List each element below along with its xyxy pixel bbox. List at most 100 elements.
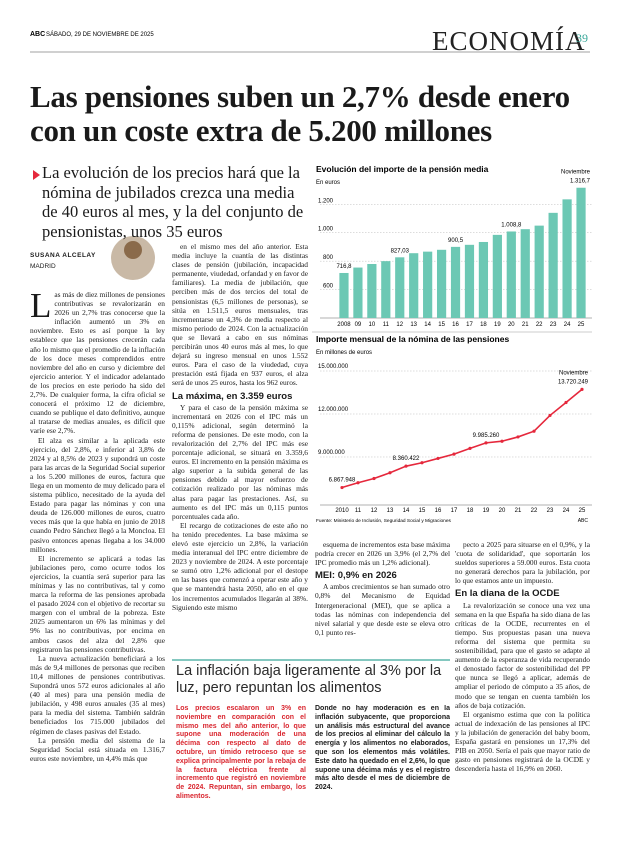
value-label: 8.360.422 [393, 456, 420, 462]
point [484, 441, 488, 445]
bar [576, 187, 586, 318]
point [452, 452, 456, 456]
bar [548, 212, 558, 318]
paragraph: Las más de diez millones de pensiones co… [30, 290, 165, 436]
y-tick-label: 12.000.000 [318, 407, 349, 413]
value-label: 900,5 [448, 238, 464, 244]
x-tick-label: 21 [522, 322, 529, 328]
bar [353, 267, 363, 318]
x-tick-label: 14 [424, 322, 431, 328]
point [548, 413, 552, 418]
x-tick-label: 16 [435, 508, 442, 514]
headline: Las pensiones suben un 2,7% desde enero … [30, 79, 570, 148]
paragraph: en el mismo mes del año anterior. Esta m… [172, 242, 308, 388]
paragraph: La pensión media del sistema de la Segur… [30, 735, 165, 763]
bar [395, 257, 405, 318]
paragraph: pecto a 2025 para situarse en el 0,9%, y… [455, 540, 590, 586]
x-tick-label: 20 [499, 508, 506, 514]
line-series [341, 388, 583, 489]
point [580, 387, 584, 391]
point [436, 456, 440, 461]
x-tick-label: 12 [371, 508, 378, 514]
value-label: 716,8 [336, 264, 352, 270]
x-tick-label: 22 [531, 508, 538, 514]
x-tick-label: 12 [396, 322, 403, 328]
x-tick-label: 18 [480, 322, 487, 328]
y-tick-label: 1.000 [318, 227, 334, 233]
point [532, 429, 536, 433]
paragraph: La nueva actualización beneficiará a los… [30, 653, 165, 736]
x-tick-label: 16 [452, 322, 459, 328]
x-tick-label: 11 [383, 322, 390, 328]
value-label: 827,03 [391, 248, 410, 254]
point [516, 435, 520, 439]
page-number: 39 [576, 31, 588, 45]
x-tick-label: 15 [438, 322, 445, 328]
x-tick-label: 22 [536, 322, 543, 328]
x-tick-label: 15 [419, 508, 426, 514]
place: MADRID [30, 263, 56, 270]
text-column: Las más de diez millones de pensiones co… [30, 290, 165, 842]
x-tick-label: 13 [410, 322, 417, 328]
point [468, 446, 472, 450]
bar [562, 199, 572, 318]
x-tick-label: 25 [579, 508, 586, 514]
value-label: 1.008,8 [501, 222, 522, 228]
y-tick-label: 800 [323, 255, 334, 261]
paragraph: Y para el caso de la pensión máxima se i… [172, 402, 308, 521]
bar [534, 225, 544, 318]
x-tick-label: 24 [563, 508, 570, 514]
annotation: Noviembre [559, 370, 589, 376]
bar [436, 249, 447, 318]
credit: ABC [578, 518, 589, 524]
point [388, 471, 392, 475]
box-column: Donde no hay moderación es en la inflaci… [315, 705, 450, 845]
x-tick-label: 21 [515, 508, 522, 514]
bar [478, 241, 489, 318]
value-label: 13.720.249 [558, 379, 589, 385]
x-tick-label: 13 [387, 508, 394, 514]
x-tick-label: 19 [483, 508, 490, 514]
x-tick-label: 17 [451, 508, 458, 514]
value-label: 1.316,7 [570, 179, 591, 185]
author-photo-head [124, 241, 142, 259]
x-tick-label: 19 [494, 322, 501, 328]
x-tick-label: 2008 [337, 322, 351, 328]
chart-title: Evolución del importe de la pensión medi… [316, 164, 489, 174]
box-column: Los precios escalaron un 3% en noviembre… [176, 705, 306, 845]
point [340, 485, 344, 490]
y-tick-label: 9.000.000 [318, 450, 345, 456]
y-tick-label: 1.200 [318, 198, 334, 204]
subheadline: La evolución de los precios hará que la … [42, 163, 304, 241]
x-tick-label: 20 [508, 322, 515, 328]
bar [492, 234, 502, 318]
bar [520, 229, 530, 318]
y-tick-label: 600 [323, 284, 334, 290]
bar [464, 244, 475, 318]
bar [409, 253, 419, 318]
paragraph: El organismo estima que con la política … [455, 709, 590, 774]
section: ECONOMÍA [432, 26, 586, 56]
point [564, 400, 568, 405]
subhead: En la diana de la OCDE [455, 588, 560, 600]
x-tick-label: 09 [355, 322, 362, 328]
x-tick-label: 23 [550, 322, 557, 328]
paragraph: A ambos crecimientos se han sumado otro … [315, 582, 450, 637]
x-tick-label: 17 [466, 322, 473, 328]
point [420, 461, 424, 465]
point [372, 476, 376, 481]
author: SUSANA ALCELAY [30, 252, 96, 259]
value-label: 9.985.260 [473, 433, 500, 439]
chart-title: Importe mensual de la nómina de las pens… [316, 334, 509, 344]
brand: ABC [30, 31, 45, 38]
text-column: esquema de incrementos esta base máxima … [315, 540, 450, 656]
point [500, 439, 504, 443]
text-column: pecto a 2025 para situarse en el 0,9%, y… [455, 540, 590, 840]
bar [339, 272, 349, 318]
bar [423, 251, 433, 318]
paragraph: El alza es similar a la aplicada este ej… [30, 435, 165, 554]
paragraph: La revalorización se conoce una vez una … [455, 600, 590, 710]
